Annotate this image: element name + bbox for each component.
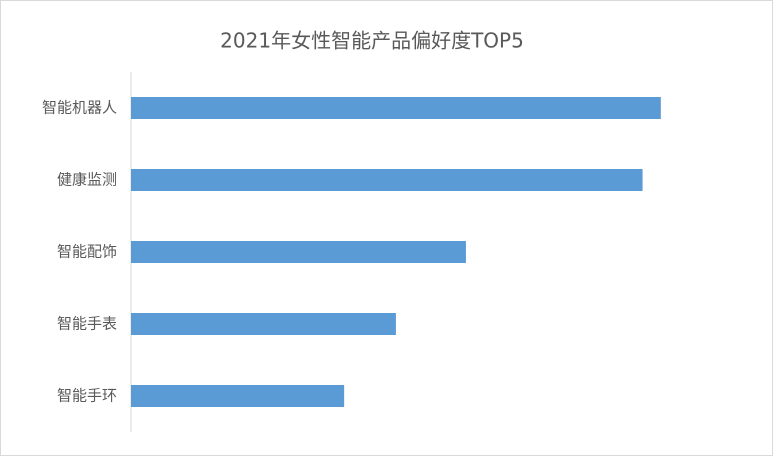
chart-title: 2021年女性智能产品偏好度TOP5 <box>220 29 524 53</box>
bar <box>131 97 661 119</box>
bar <box>131 385 345 407</box>
y-tick-label: 智能机器人 <box>42 99 117 117</box>
bar <box>131 169 643 191</box>
y-tick-label: 智能手环 <box>57 387 117 405</box>
y-tick-label: 智能手表 <box>57 315 117 333</box>
bar <box>131 313 396 335</box>
y-tick-label: 健康监测 <box>57 171 117 189</box>
bar <box>131 241 466 263</box>
y-tick-label: 智能配饰 <box>57 243 117 261</box>
